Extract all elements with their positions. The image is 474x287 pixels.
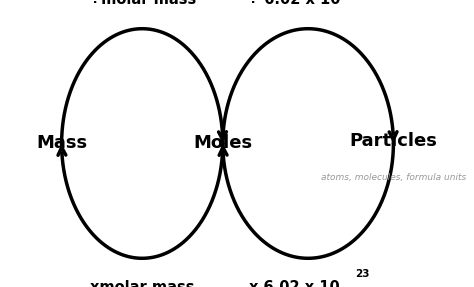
Text: atoms, molecules, formula units: atoms, molecules, formula units	[321, 173, 466, 183]
Text: Particles: Particles	[349, 132, 438, 150]
Text: Mass: Mass	[36, 135, 87, 152]
Text: 23: 23	[356, 269, 370, 279]
Text: ÷ 6.02 x 10: ÷ 6.02 x 10	[247, 0, 341, 7]
Text: ÷molar mass: ÷molar mass	[89, 0, 196, 7]
Text: xmolar mass: xmolar mass	[90, 280, 194, 287]
Text: Moles: Moles	[193, 135, 252, 152]
Text: x 6.02 x 10: x 6.02 x 10	[248, 280, 339, 287]
